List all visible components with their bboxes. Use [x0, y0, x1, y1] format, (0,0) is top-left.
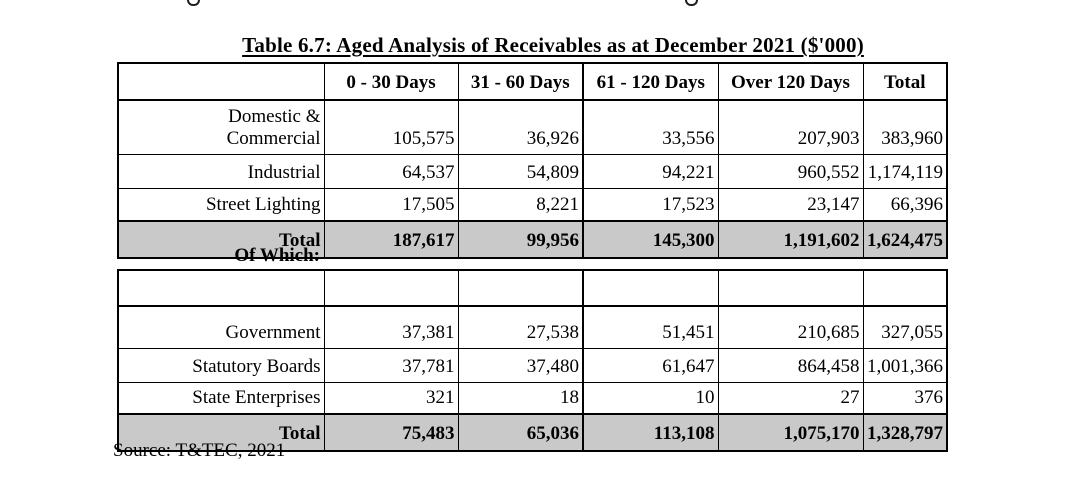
table-cell: 1,191,602	[717, 220, 864, 259]
table-cell: 64,537	[323, 154, 459, 189]
row-label-domestic-commercial: Domestic & Commercial	[117, 99, 325, 155]
table-cell: 61,647	[582, 348, 719, 383]
table-cell: 17,523	[582, 188, 719, 222]
table2-row-government: Government 37,381 27,538 51,451 210,685 …	[117, 305, 948, 349]
blank-cell	[862, 269, 948, 307]
table-cell: 113,108	[582, 413, 719, 452]
table1-header-31-60: 31 - 60 Days	[457, 62, 584, 101]
row-label-line1: Domestic &	[228, 106, 321, 128]
table-cell: 321	[323, 382, 459, 415]
table-cell: 65,036	[457, 413, 584, 452]
row-label-state-enterprises: State Enterprises	[117, 382, 325, 415]
table1-header-61-120: 61 - 120 Days	[582, 62, 719, 101]
table-cell: 51,451	[582, 305, 719, 349]
row-label-statutory-boards: Statutory Boards	[117, 348, 325, 383]
table-cell: 383,960	[862, 99, 948, 155]
table1-header-over-120: Over 120 Days	[717, 62, 864, 101]
source-note: Source: T&TEC, 2021	[113, 440, 286, 461]
table1-header-total: Total	[862, 62, 948, 101]
table1-row-industrial: Industrial 64,537 54,809 94,221 960,552 …	[117, 154, 948, 189]
table1-total-row: Total 187,617 99,956 145,300 1,191,602 1…	[117, 220, 948, 259]
table-title-text: Table 6.7: Aged Analysis of Receivables …	[242, 33, 864, 57]
table-cell: 327,055	[862, 305, 948, 349]
table-cell: 187,617	[323, 220, 459, 259]
table1-total-label: Total	[117, 220, 325, 259]
table2-total-label: Total	[117, 413, 325, 452]
table1-row-street-lighting: Street Lighting 17,505 8,221 17,523 23,1…	[117, 188, 948, 222]
row-label-line2: Commercial	[226, 128, 321, 150]
table-cell: 17,505	[323, 188, 459, 222]
row-label-industrial: Industrial	[117, 154, 325, 189]
table-cell: 10	[582, 382, 719, 415]
of-which-label: Of Which:	[234, 245, 320, 266]
table-cell: 1,001,366	[862, 348, 948, 383]
row-label-government: Government	[117, 305, 325, 349]
table-cell: 27	[717, 382, 864, 415]
blank-cell	[582, 269, 719, 307]
table-cell: 99,956	[457, 220, 584, 259]
table2-total-row: Total 75,483 65,036 113,108 1,075,170 1,…	[117, 413, 948, 452]
table-cell: 145,300	[582, 220, 719, 259]
cropped-text-fragment-right	[685, 0, 698, 6]
blank-cell	[717, 269, 864, 307]
table1-row-domestic-commercial: Domestic & Commercial 105,575 36,926 33,…	[117, 99, 948, 155]
table-cell: 1,328,797	[862, 413, 948, 452]
table-cell: 75,483	[323, 413, 459, 452]
receivables-of-which-table: Government 37,381 27,538 51,451 210,685 …	[117, 269, 948, 452]
receivables-by-customer-class-table: 0 - 30 Days 31 - 60 Days 61 - 120 Days O…	[117, 62, 948, 259]
table-cell: 37,480	[457, 348, 584, 383]
table-cell: 210,685	[717, 305, 864, 349]
table-cell: 66,396	[862, 188, 948, 222]
table-cell: 27,538	[457, 305, 584, 349]
table-cell: 54,809	[457, 154, 584, 189]
table1-header-0-30: 0 - 30 Days	[323, 62, 459, 101]
table-cell: 18	[457, 382, 584, 415]
table-cell: 207,903	[717, 99, 864, 155]
table-cell: 8,221	[457, 188, 584, 222]
blank-cell	[457, 269, 584, 307]
table-cell: 960,552	[717, 154, 864, 189]
table2-blank-header-row	[117, 269, 948, 307]
row-label-street-lighting: Street Lighting	[117, 188, 325, 222]
table-cell: 105,575	[323, 99, 459, 155]
table-cell: 1,075,170	[717, 413, 864, 452]
table-title: Table 6.7: Aged Analysis of Receivables …	[18, 33, 1088, 58]
cropped-text-fragment-left	[187, 0, 200, 6]
table-cell: 1,174,119	[862, 154, 948, 189]
table-cell: 376	[862, 382, 948, 415]
table-cell: 23,147	[717, 188, 864, 222]
table-cell: 37,381	[323, 305, 459, 349]
table1-header-blank	[117, 62, 325, 101]
table1-header-row: 0 - 30 Days 31 - 60 Days 61 - 120 Days O…	[117, 62, 948, 101]
table-cell: 37,781	[323, 348, 459, 383]
table-cell: 864,458	[717, 348, 864, 383]
table-cell: 1,624,475	[862, 220, 948, 259]
table2-row-state-enterprises: State Enterprises 321 18 10 27 376	[117, 382, 948, 415]
table-cell: 36,926	[457, 99, 584, 155]
blank-cell	[117, 269, 325, 307]
table2-row-statutory-boards: Statutory Boards 37,781 37,480 61,647 86…	[117, 348, 948, 383]
table-cell: 33,556	[582, 99, 719, 155]
blank-cell	[323, 269, 459, 307]
table-cell: 94,221	[582, 154, 719, 189]
